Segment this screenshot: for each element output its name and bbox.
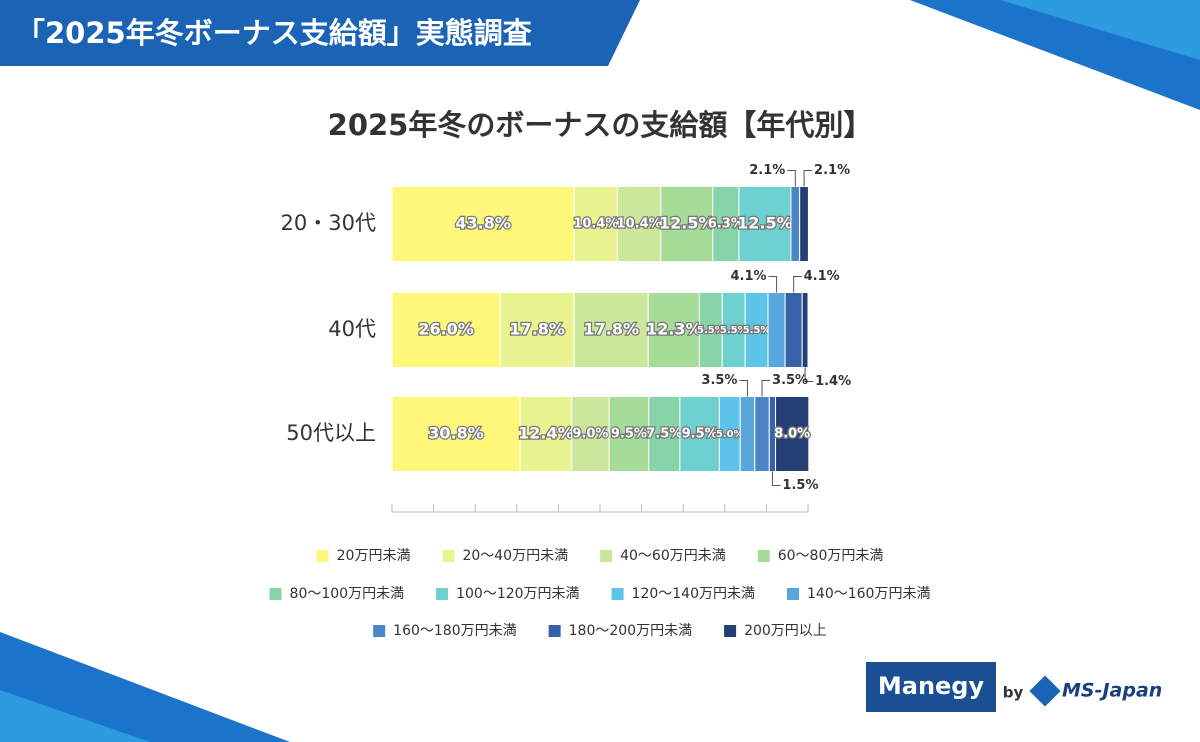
brand-box [866, 662, 996, 712]
brand-by: by [1003, 684, 1024, 702]
legend-swatch [442, 550, 455, 562]
value-label: 12.4% [518, 424, 574, 443]
legend-swatch [600, 550, 613, 562]
leader-line [787, 170, 796, 187]
legend-swatch [269, 588, 282, 600]
bar-segment [391, 186, 575, 262]
value-label: 26.0% [418, 320, 474, 339]
bar-segment [739, 396, 756, 472]
legend-label: 60～80万円未満 [778, 548, 884, 564]
bar-segment [801, 292, 809, 368]
value-label: 17.8% [583, 320, 639, 339]
category-label: 20・30代 [281, 211, 376, 235]
value-label: 10.4% [573, 217, 618, 232]
value-label: 30.8% [428, 424, 484, 443]
bar-segment [573, 292, 649, 368]
bar-segment [784, 292, 803, 368]
corner-deco [0, 690, 150, 742]
bar-segment [647, 292, 700, 368]
legend-label: 140～160万円未満 [807, 586, 930, 602]
legend-swatch [373, 625, 386, 637]
legend-label: 20～40万円未満 [462, 548, 568, 564]
bar-segment [754, 396, 770, 472]
banner: 「2025年冬ボーナス支給額」実態調査 [16, 16, 532, 50]
bar-segment [616, 186, 662, 262]
leader-line [804, 367, 814, 382]
category-label: 50代以上 [286, 421, 376, 445]
value-label: 12.5% [737, 214, 793, 233]
value-label: 9.5% [611, 427, 647, 442]
legend-label: 80～100万円未満 [290, 586, 405, 602]
value-label: 6.3% [708, 217, 744, 232]
legend-label: 200万円以上 [744, 623, 827, 639]
legend-swatch [724, 625, 737, 637]
corner-deco [1000, 0, 1200, 60]
value-label: 3.5% [772, 373, 808, 388]
value-label: 7.5% [646, 427, 682, 442]
value-label: 2.1% [749, 163, 785, 178]
value-label: 12.5% [659, 214, 715, 233]
value-label: 4.1% [731, 269, 767, 284]
legend-swatch [436, 588, 449, 600]
value-label: 9.0% [572, 427, 608, 442]
bar-segment [608, 396, 650, 472]
bar-segment [499, 292, 575, 368]
bar-segment [648, 396, 681, 472]
leader-line [739, 380, 748, 397]
bar-segment [799, 186, 809, 262]
brand-name: Manegy [878, 672, 985, 700]
value-label: 10.4% [617, 217, 662, 232]
bar-segment [573, 186, 618, 262]
legend-swatch [757, 550, 770, 562]
bar-segment [790, 186, 801, 262]
leader-line [771, 471, 781, 486]
bar-segment [519, 396, 573, 472]
legend-label: 120～140万円未満 [632, 586, 755, 602]
value-label: 5.5% [743, 325, 771, 336]
bar-segment [660, 186, 714, 262]
value-label: 12.3% [646, 320, 702, 339]
bar-segment [775, 396, 810, 472]
banner-bg [0, 0, 640, 66]
value-label: 9.5% [682, 427, 718, 442]
value-label: 5.5% [720, 325, 748, 336]
value-label: 5.5% [697, 325, 725, 336]
legend-swatch [611, 588, 624, 600]
bar-segment [712, 186, 740, 262]
leader-line [761, 380, 771, 397]
company-logo [1029, 675, 1061, 707]
leader-line [793, 276, 802, 293]
bar-segment [767, 292, 786, 368]
bar-segment [679, 396, 720, 472]
category-label: 40代 [328, 317, 376, 341]
legend-swatch [787, 588, 799, 600]
corner-deco [0, 632, 290, 742]
value-label: 8.0% [774, 427, 810, 442]
legend-label: 180～200万円未満 [569, 623, 692, 639]
leader-line [768, 276, 778, 293]
legend-label: 20万円未満 [337, 548, 411, 564]
value-label: 4.1% [804, 269, 840, 284]
value-label: 1.4% [815, 374, 851, 389]
legend-label: 40～60万円未満 [620, 548, 726, 564]
value-label: 17.8% [509, 320, 565, 339]
value-label: 5.0% [716, 429, 744, 440]
company-name: MS-Japan [1062, 680, 1162, 702]
bar-segment [391, 292, 501, 368]
value-label: 2.1% [814, 163, 850, 178]
legend-label: 100～120万円未満 [456, 586, 579, 602]
legend-swatch [316, 550, 329, 562]
leader-line [803, 170, 813, 187]
chart-title: 2025年冬のボーナスの支給額【年代別】 [328, 108, 873, 142]
value-label: 43.8% [455, 214, 511, 233]
value-label: 3.5% [701, 373, 737, 388]
bar-segment [391, 396, 521, 472]
legend-label: 160～180万円未満 [393, 623, 516, 639]
legend-swatch [548, 625, 561, 637]
value-label: 1.5% [782, 478, 818, 493]
